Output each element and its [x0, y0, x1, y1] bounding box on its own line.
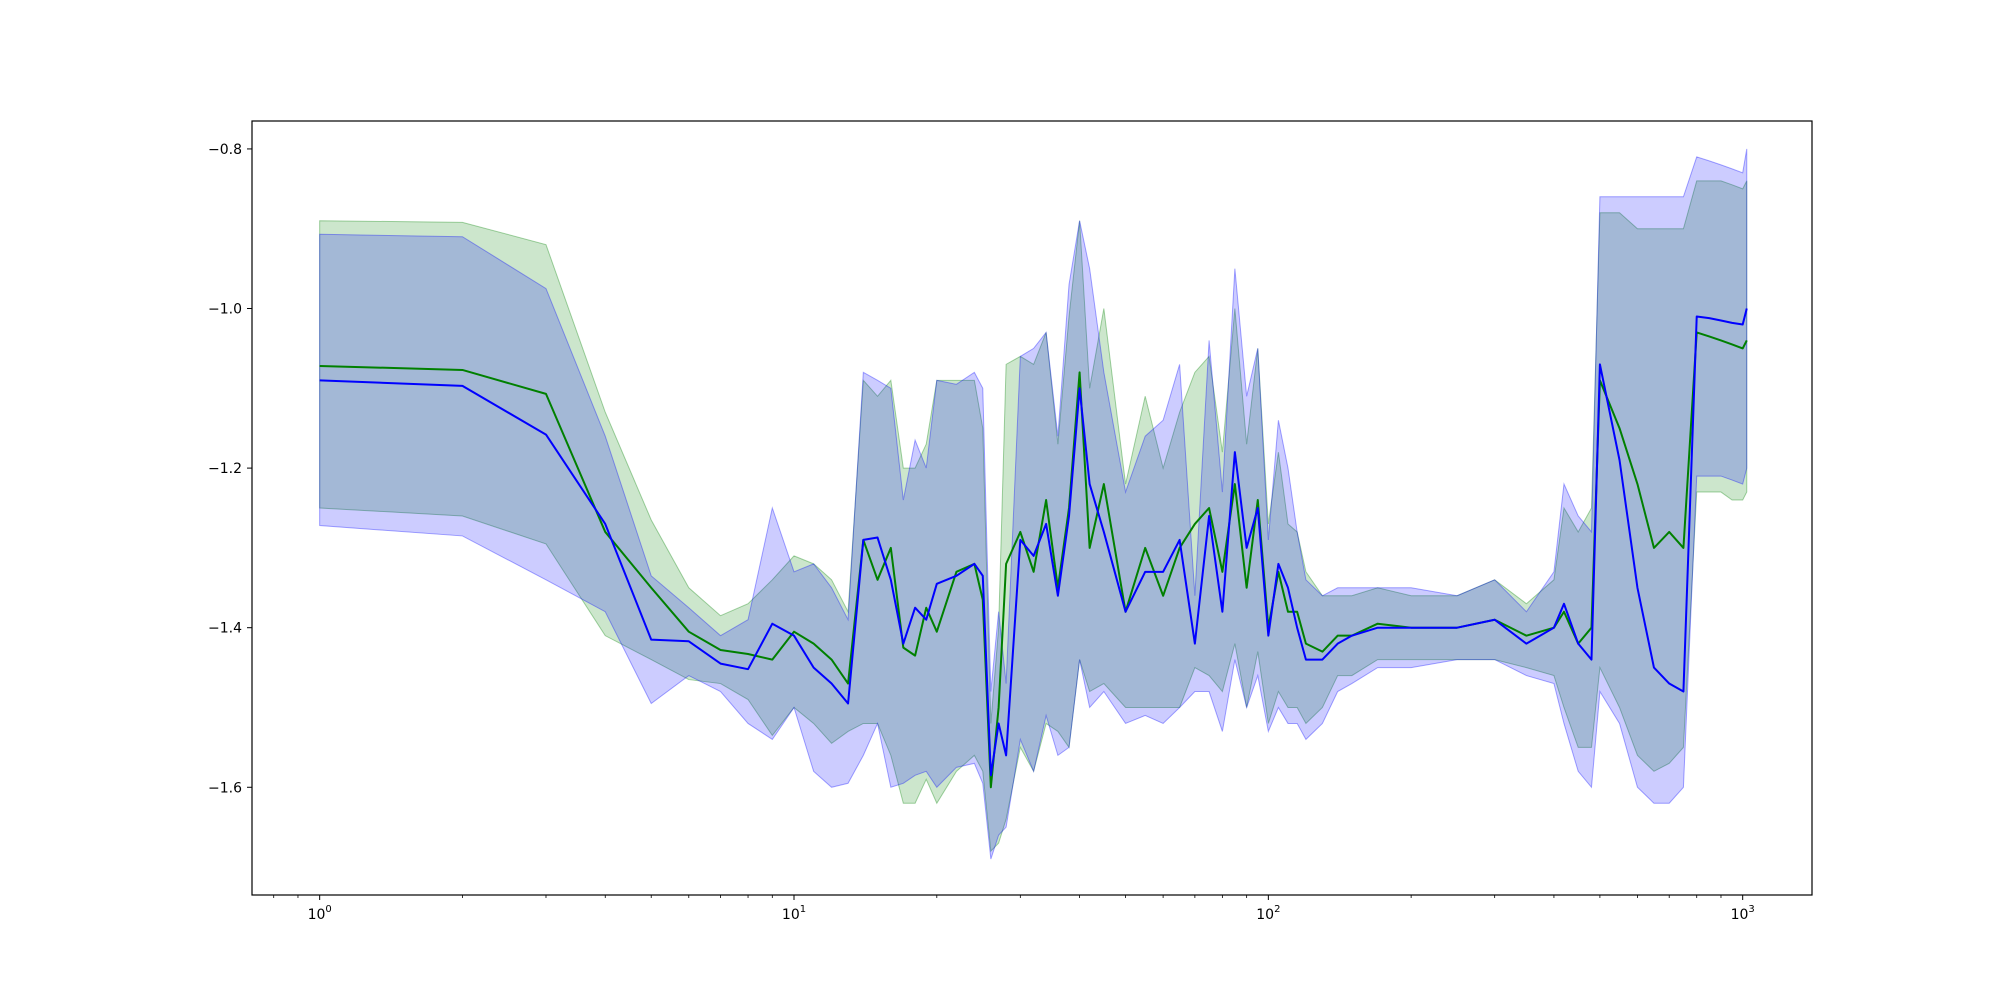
plot-area [319, 148, 1748, 860]
y-tick-label: −0.8 [208, 142, 242, 158]
y-tick-label: −1.2 [208, 461, 242, 477]
series-0-band [319, 180, 1748, 853]
x-tick-label: 103 [1731, 904, 1755, 923]
x-tick-label: 100 [308, 904, 332, 923]
plot-frame [251, 120, 1813, 896]
x-tick-label: 102 [1256, 904, 1280, 923]
x-tick-label: 101 [782, 904, 806, 923]
y-tick-label: −1.4 [208, 621, 242, 637]
axes: −0.8 −1.0 −1.2 −1.4 −1.6 100 101 102 103 [208, 142, 1755, 923]
series-1-line [319, 308, 1748, 777]
y-tick-label: −1.0 [208, 302, 242, 318]
series-1-band [319, 148, 1748, 860]
y-tick-label: −1.6 [208, 780, 242, 796]
